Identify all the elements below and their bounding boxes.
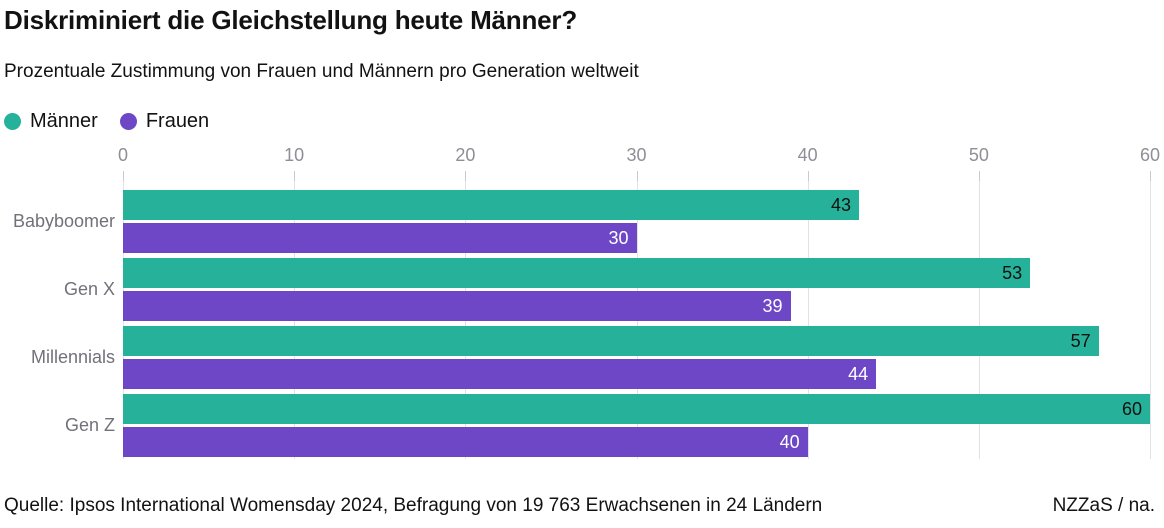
x-tick-label: 20 <box>455 144 476 165</box>
legend-label-frauen: Frauen <box>145 109 210 132</box>
bar-value-label: 39 <box>762 295 783 316</box>
bar-value-label: 57 <box>1070 330 1091 351</box>
bar-frauen: 30 <box>123 222 637 253</box>
bar-maenner: 53 <box>123 257 1031 288</box>
legend-dot-maenner-icon <box>4 112 21 130</box>
category-label: Babyboomer <box>12 210 115 231</box>
gridline <box>807 170 809 459</box>
legend-label-maenner: Männer <box>30 109 98 132</box>
bar-maenner: 60 <box>123 393 1150 424</box>
bar-value-label: 44 <box>848 363 869 384</box>
bar-frauen: 39 <box>123 290 791 321</box>
x-tick-label: 0 <box>117 144 129 165</box>
credit: NZZaS / na. <box>1052 495 1155 516</box>
bar-maenner: 57 <box>123 325 1099 356</box>
x-tick-label: 40 <box>797 144 818 165</box>
x-tick-label: 60 <box>1139 144 1161 165</box>
chart-title: Diskriminiert die Gleichstellung heute M… <box>4 5 578 35</box>
chart-subtitle: Prozentuale Zustimmung von Frauen und Mä… <box>4 60 639 82</box>
bar-chart: 0 10 20 30 40 50 60 Babyboomer 43 30 Gen X 53 39 Mill… <box>4 144 1160 461</box>
bar-frauen: 44 <box>123 358 877 389</box>
bar-value-label: 43 <box>830 194 852 215</box>
bar-value-label: 60 <box>1121 398 1142 419</box>
bar-maenner: 43 <box>123 189 860 220</box>
gridline <box>978 170 980 459</box>
source-note: Quelle: Ipsos International Womensday 20… <box>4 495 823 516</box>
x-tick-label: 10 <box>284 144 305 165</box>
infographic: Diskriminiert die Gleichstellung heute M… <box>4 5 1160 516</box>
category-label: Gen Z <box>64 414 115 435</box>
bar-value-label: 53 <box>1002 262 1023 283</box>
category-label: Millennials <box>30 346 115 367</box>
legend-item-frauen: Frauen <box>119 109 210 133</box>
footer: Quelle: Ipsos International Womensday 20… <box>4 495 1155 517</box>
x-tick-label: 30 <box>626 144 647 165</box>
gridline <box>1150 170 1151 459</box>
x-tick-label: 50 <box>968 144 989 165</box>
bar-value-label: 40 <box>779 431 800 452</box>
bar-frauen: 40 <box>123 426 808 457</box>
legend: Männer Frauen <box>4 110 1155 133</box>
bar-value-label: 30 <box>608 227 629 248</box>
legend-item-maenner: Männer <box>4 110 98 133</box>
legend-dot-frauen-icon <box>119 112 137 130</box>
category-label: Gen X <box>63 278 115 299</box>
